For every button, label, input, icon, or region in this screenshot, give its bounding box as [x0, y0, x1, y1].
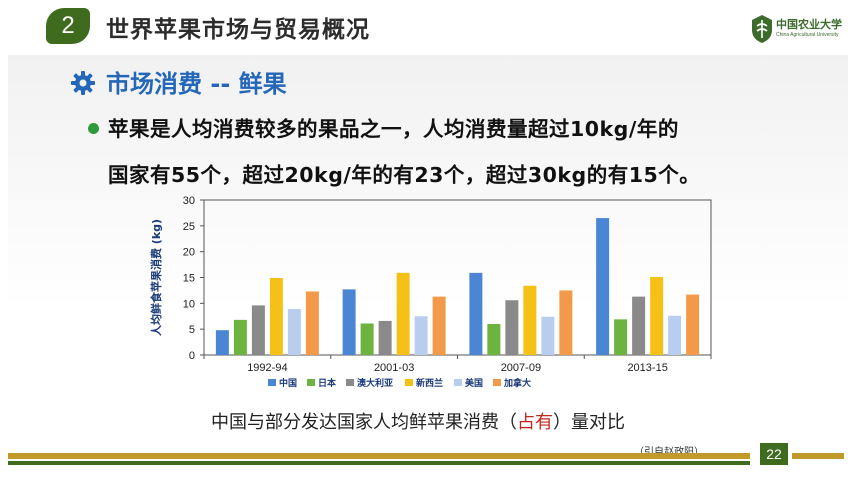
x-tick-label: 2007-09	[501, 362, 541, 374]
x-tick-label: 2013-15	[627, 362, 667, 374]
caption-highlight: 占有	[517, 412, 553, 433]
bar	[233, 319, 247, 355]
section-number-badge: 2	[46, 8, 90, 44]
logo-chinese-name: 中国农业大学	[776, 18, 842, 31]
legend-swatch	[454, 379, 462, 386]
y-tick-label: 10	[183, 298, 195, 310]
legend-label: 澳大利亚	[357, 377, 393, 389]
bar	[469, 272, 483, 355]
footer-green-bar	[8, 461, 750, 465]
slide-subtitle: 市场消费 -- 鲜果	[106, 70, 287, 98]
content-background	[8, 55, 848, 477]
section-title: 世界苹果市场与贸易概况	[106, 17, 370, 43]
bar	[251, 305, 265, 355]
page-number: 22	[760, 443, 788, 465]
source-citation: （引自赵政阳）	[634, 443, 704, 458]
bar	[686, 294, 700, 355]
legend-label: 美国	[465, 377, 483, 389]
bar	[414, 316, 428, 355]
caption-text-start: 中国与部分发达国家人均鲜苹果消费（	[211, 412, 517, 433]
slide-header: 2 世界苹果市场与贸易概况 中国农业大学 China Agricultural …	[0, 0, 855, 52]
bar	[668, 315, 682, 355]
bar	[541, 316, 555, 355]
x-tick-label: 1992-94	[247, 362, 287, 374]
bar	[596, 218, 610, 355]
bar	[487, 324, 501, 355]
bar	[378, 320, 392, 355]
bar	[360, 323, 374, 355]
bar	[523, 285, 537, 355]
logo-english-name: China Agricultural University	[776, 32, 839, 38]
university-logo: 中国农业大学 China Agricultural University	[750, 14, 842, 48]
y-axis-label: 人均鲜食苹果消费 (kg)	[149, 219, 163, 336]
bar	[432, 296, 446, 355]
bar	[305, 291, 319, 355]
footer-gold-bar-right	[792, 453, 844, 459]
y-tick-label: 25	[183, 221, 195, 233]
bar	[650, 276, 664, 355]
chart-caption: 中国与部分发达国家人均鲜苹果消费（占有）量对比	[211, 408, 625, 434]
bar	[505, 300, 519, 355]
legend-label: 中国	[279, 377, 297, 389]
y-tick-label: 30	[183, 195, 195, 207]
gear-icon	[71, 71, 95, 95]
bullet-text-line-1: 苹果是人均消费较多的果品之一，人均消费量超过10kg/年的	[108, 117, 679, 141]
university-emblem-icon	[752, 15, 772, 43]
legend-label: 加拿大	[503, 377, 531, 389]
caption-text-end: ）量对比	[553, 412, 625, 433]
legend-swatch	[307, 379, 315, 386]
x-tick-label: 2001-03	[374, 362, 414, 374]
bullet-text-line-2: 国家有55个，超过20kg/年的有23个，超过30kg的有15个。	[108, 163, 701, 187]
bullet-dot	[88, 123, 99, 134]
legend-swatch	[346, 379, 354, 386]
footer-gold-bar	[8, 453, 750, 459]
y-tick-label: 15	[183, 273, 195, 285]
bar	[287, 309, 301, 355]
bar	[614, 319, 628, 355]
legend-swatch	[493, 379, 501, 386]
legend-swatch	[268, 379, 276, 386]
bar	[632, 296, 646, 355]
y-tick-label: 0	[189, 350, 195, 362]
y-tick-label: 5	[189, 324, 195, 336]
bar	[396, 272, 410, 355]
bar	[215, 330, 229, 355]
bar	[559, 290, 573, 355]
legend-label: 新西兰	[416, 377, 443, 389]
bar	[269, 278, 283, 355]
y-tick-label: 20	[183, 247, 195, 259]
legend-swatch	[405, 379, 413, 386]
legend-label: 日本	[318, 377, 337, 389]
bar	[342, 289, 356, 355]
